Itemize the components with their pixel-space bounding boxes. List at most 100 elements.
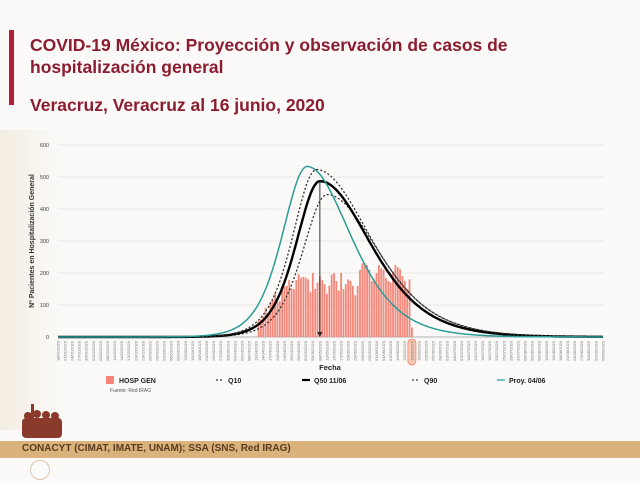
x-tick-label: 26/04/2020 xyxy=(289,340,294,361)
data-bar xyxy=(361,263,364,337)
data-bar xyxy=(352,285,354,337)
data-bar xyxy=(288,280,291,337)
x-tick-label: 02/02/2020 xyxy=(91,340,96,361)
data-bar xyxy=(323,284,326,337)
seal-icon xyxy=(30,460,50,480)
y-tick-label: 600 xyxy=(40,143,49,149)
y-tick-label: 500 xyxy=(40,175,49,181)
x-tick-label: 20/05/2020 xyxy=(346,340,351,361)
data-bar xyxy=(297,274,300,337)
data-bar xyxy=(410,327,413,337)
x-tick-label: 29/02/2020 xyxy=(154,340,159,361)
data-bar xyxy=(314,289,317,337)
data-bar xyxy=(337,290,340,337)
x-tick-label: 12/08/2020 xyxy=(544,340,549,361)
x-tick-label: 07/06/2020 xyxy=(388,340,393,361)
x-tick-label: 26/05/2020 xyxy=(360,340,365,361)
x-tick-label: 21/01/2020 xyxy=(62,340,67,361)
x-tick-label: 16/07/2020 xyxy=(480,340,485,361)
legend-label: Proy. 04/06 xyxy=(509,378,546,385)
x-tick-label: 15/03/2020 xyxy=(190,340,195,361)
x-tick-label: 07/07/2020 xyxy=(459,340,464,361)
x-tick-label: 21/03/2020 xyxy=(204,340,209,361)
data-bar xyxy=(321,280,324,337)
data-bar xyxy=(330,274,333,337)
x-tick-label: 12/03/2020 xyxy=(183,340,188,361)
data-bar xyxy=(403,281,406,337)
data-bar xyxy=(340,273,343,337)
x-tick-label: 27/08/2020 xyxy=(579,340,584,361)
data-bar xyxy=(285,285,288,337)
data-bar xyxy=(394,265,397,337)
data-bar xyxy=(276,301,279,337)
y-tick-label: 200 xyxy=(40,271,49,277)
x-tick-label: 25/06/2020 xyxy=(431,340,436,361)
x-tick-label: 10/07/2020 xyxy=(466,340,471,361)
x-tick-label: 29/05/2020 xyxy=(367,340,372,361)
x-tick-label: 27/01/2020 xyxy=(77,340,82,361)
x-tick-label: 30/03/2020 xyxy=(225,340,230,361)
x-axis-label: Fecha xyxy=(319,363,342,372)
hospitalization-chart: 0 100 200 300 400 500 600 Nº Pacientes en Hospi… xyxy=(29,143,605,394)
data-bar xyxy=(366,265,368,337)
x-tick-label: 02/09/2020 xyxy=(593,340,598,361)
x-tick-label: 13/07/2020 xyxy=(473,340,478,361)
data-bar xyxy=(267,313,269,337)
x-tick-label: 15/08/2020 xyxy=(551,340,556,361)
x-tick-label: 27/03/2020 xyxy=(218,340,223,361)
x-tick-label: 14/05/2020 xyxy=(331,340,336,361)
x-tick-label: 18/08/2020 xyxy=(558,340,563,361)
legend-label: HOSP GEN xyxy=(119,378,156,385)
legend: HOSP GEN Fuente: Red IRAG Q10 Q50 11/06 Q90 P… xyxy=(106,376,546,394)
x-tick-label: 06/08/2020 xyxy=(530,340,535,361)
x-tick-label: 24/03/2020 xyxy=(211,340,216,361)
x-tick-label: 03/03/2020 xyxy=(162,340,167,361)
x-tick-label: 31/07/2020 xyxy=(515,340,520,361)
page-subtitle: Veracruz, Veracruz al 16 junio, 2020 xyxy=(30,95,325,115)
x-tick-label: 22/07/2020 xyxy=(494,340,499,361)
accent-bar xyxy=(9,30,14,105)
logo-image xyxy=(18,404,66,440)
data-bar xyxy=(290,288,293,337)
page-title: COVID-19 México: Proyección y observació… xyxy=(30,35,508,77)
data-bar xyxy=(262,316,265,337)
y-tick-label: 100 xyxy=(40,303,49,309)
data-bar xyxy=(293,289,295,337)
x-tick-label: 18/03/2020 xyxy=(197,340,202,361)
data-bar xyxy=(344,284,347,337)
data-bar xyxy=(281,289,284,337)
x-tick-label: 11/05/2020 xyxy=(324,340,329,360)
x-tick-label: 23/02/2020 xyxy=(140,340,145,361)
data-bar xyxy=(359,269,361,337)
data-bar xyxy=(347,279,350,337)
x-tick-label: 28/06/2020 xyxy=(438,340,443,361)
x-tick-label: 01/06/2020 xyxy=(374,340,379,361)
x-tick-label: 02/05/2020 xyxy=(303,340,308,361)
data-bar xyxy=(368,269,371,337)
x-tick-label: 04/06/2020 xyxy=(381,340,386,361)
x-tick-label: 04/07/2020 xyxy=(452,340,457,361)
data-bar xyxy=(274,293,276,337)
x-tick-label: 22/06/2020 xyxy=(423,340,428,361)
data-bar xyxy=(380,268,383,337)
x-tick-label: 05/02/2020 xyxy=(98,340,103,361)
x-tick-label: 08/04/2020 xyxy=(247,340,252,361)
x-tick-label: 28/07/2020 xyxy=(508,340,513,361)
data-bar xyxy=(401,276,404,337)
background-ornament xyxy=(0,130,60,430)
x-tick-label: 20/04/2020 xyxy=(275,340,280,361)
data-bar xyxy=(382,269,385,337)
series-line-q10 xyxy=(58,193,603,338)
data-bar xyxy=(389,282,392,337)
data-bar xyxy=(311,273,314,337)
data-bar xyxy=(283,286,286,337)
data-bar xyxy=(260,319,262,337)
data-bar xyxy=(307,279,309,337)
x-tick-label: 02/04/2020 xyxy=(232,340,237,361)
x-tick-label: 05/05/2020 xyxy=(310,340,315,361)
data-bar xyxy=(354,295,357,337)
data-bar xyxy=(406,289,409,337)
y-tick-label: 300 xyxy=(40,239,49,245)
x-tick-label: 11/04/2020 xyxy=(254,340,259,360)
x-tick-label: 13/06/2020 xyxy=(402,340,407,361)
